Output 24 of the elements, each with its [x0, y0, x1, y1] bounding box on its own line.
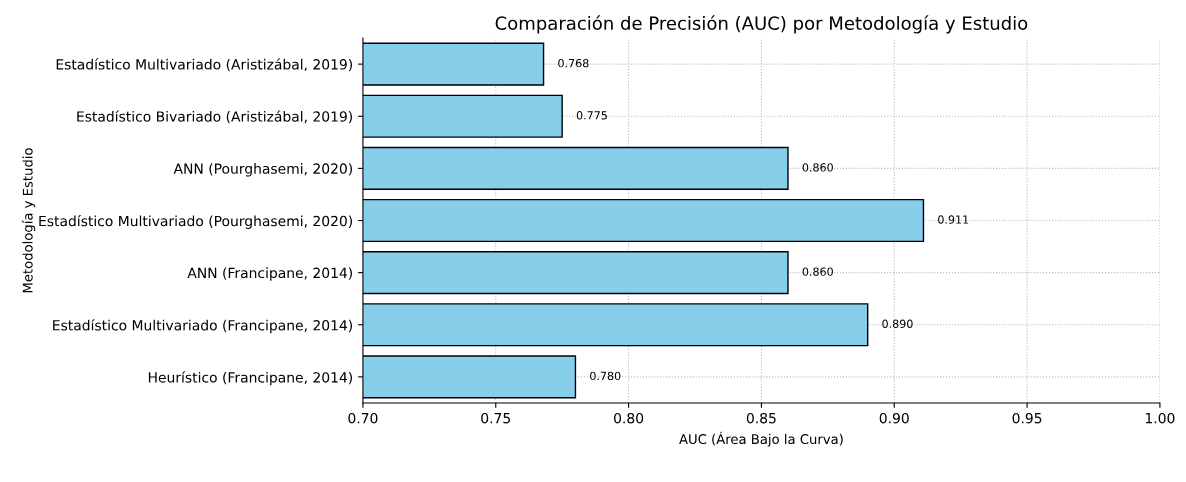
x-axis-title: AUC (Área Bajo la Curva)	[679, 431, 843, 447]
y-tick-label: Heurístico (Francipane, 2014)	[148, 371, 352, 386]
data-label: 0.890	[882, 319, 913, 328]
y-tick-label: Estadístico Multivariado (Pourghasemi, 2020)	[39, 214, 352, 229]
y-axis-title: Metodología y Estudio	[21, 148, 36, 293]
data-label: 0.860	[802, 267, 833, 276]
x-tick-label: 0.90	[879, 412, 909, 424]
data-label: 0.768	[558, 58, 589, 68]
x-tick-label: 0.85	[746, 412, 776, 424]
chart-title: Comparación de Precisión (AUC) por Metodología y Estudio	[495, 15, 1028, 34]
y-tick-label: ANN (Francipane, 2014)	[187, 267, 352, 281]
y-tick-label: Estadístico Bivariado (Aristizábal, 2019)	[77, 110, 352, 124]
y-tick-label: Estadístico Multivariado (Francipane, 2014)	[53, 319, 352, 334]
x-tick-label: 0.80	[614, 412, 644, 424]
data-label: 0.911	[938, 215, 969, 224]
x-tick-label: 1.00	[1145, 412, 1175, 424]
data-label: 0.775	[576, 111, 607, 120]
x-tick-label: 0.70	[348, 412, 378, 424]
x-tick-label: 0.95	[1012, 412, 1042, 424]
x-tick-label: 0.75	[481, 412, 510, 424]
y-tick-label: Estadístico Multivariado (Aristizábal, 2019)	[56, 58, 352, 72]
data-label: 0.860	[802, 163, 833, 172]
y-tick-label: ANN (Pourghasemi, 2020)	[173, 163, 352, 177]
data-label: 0.780	[590, 371, 621, 381]
